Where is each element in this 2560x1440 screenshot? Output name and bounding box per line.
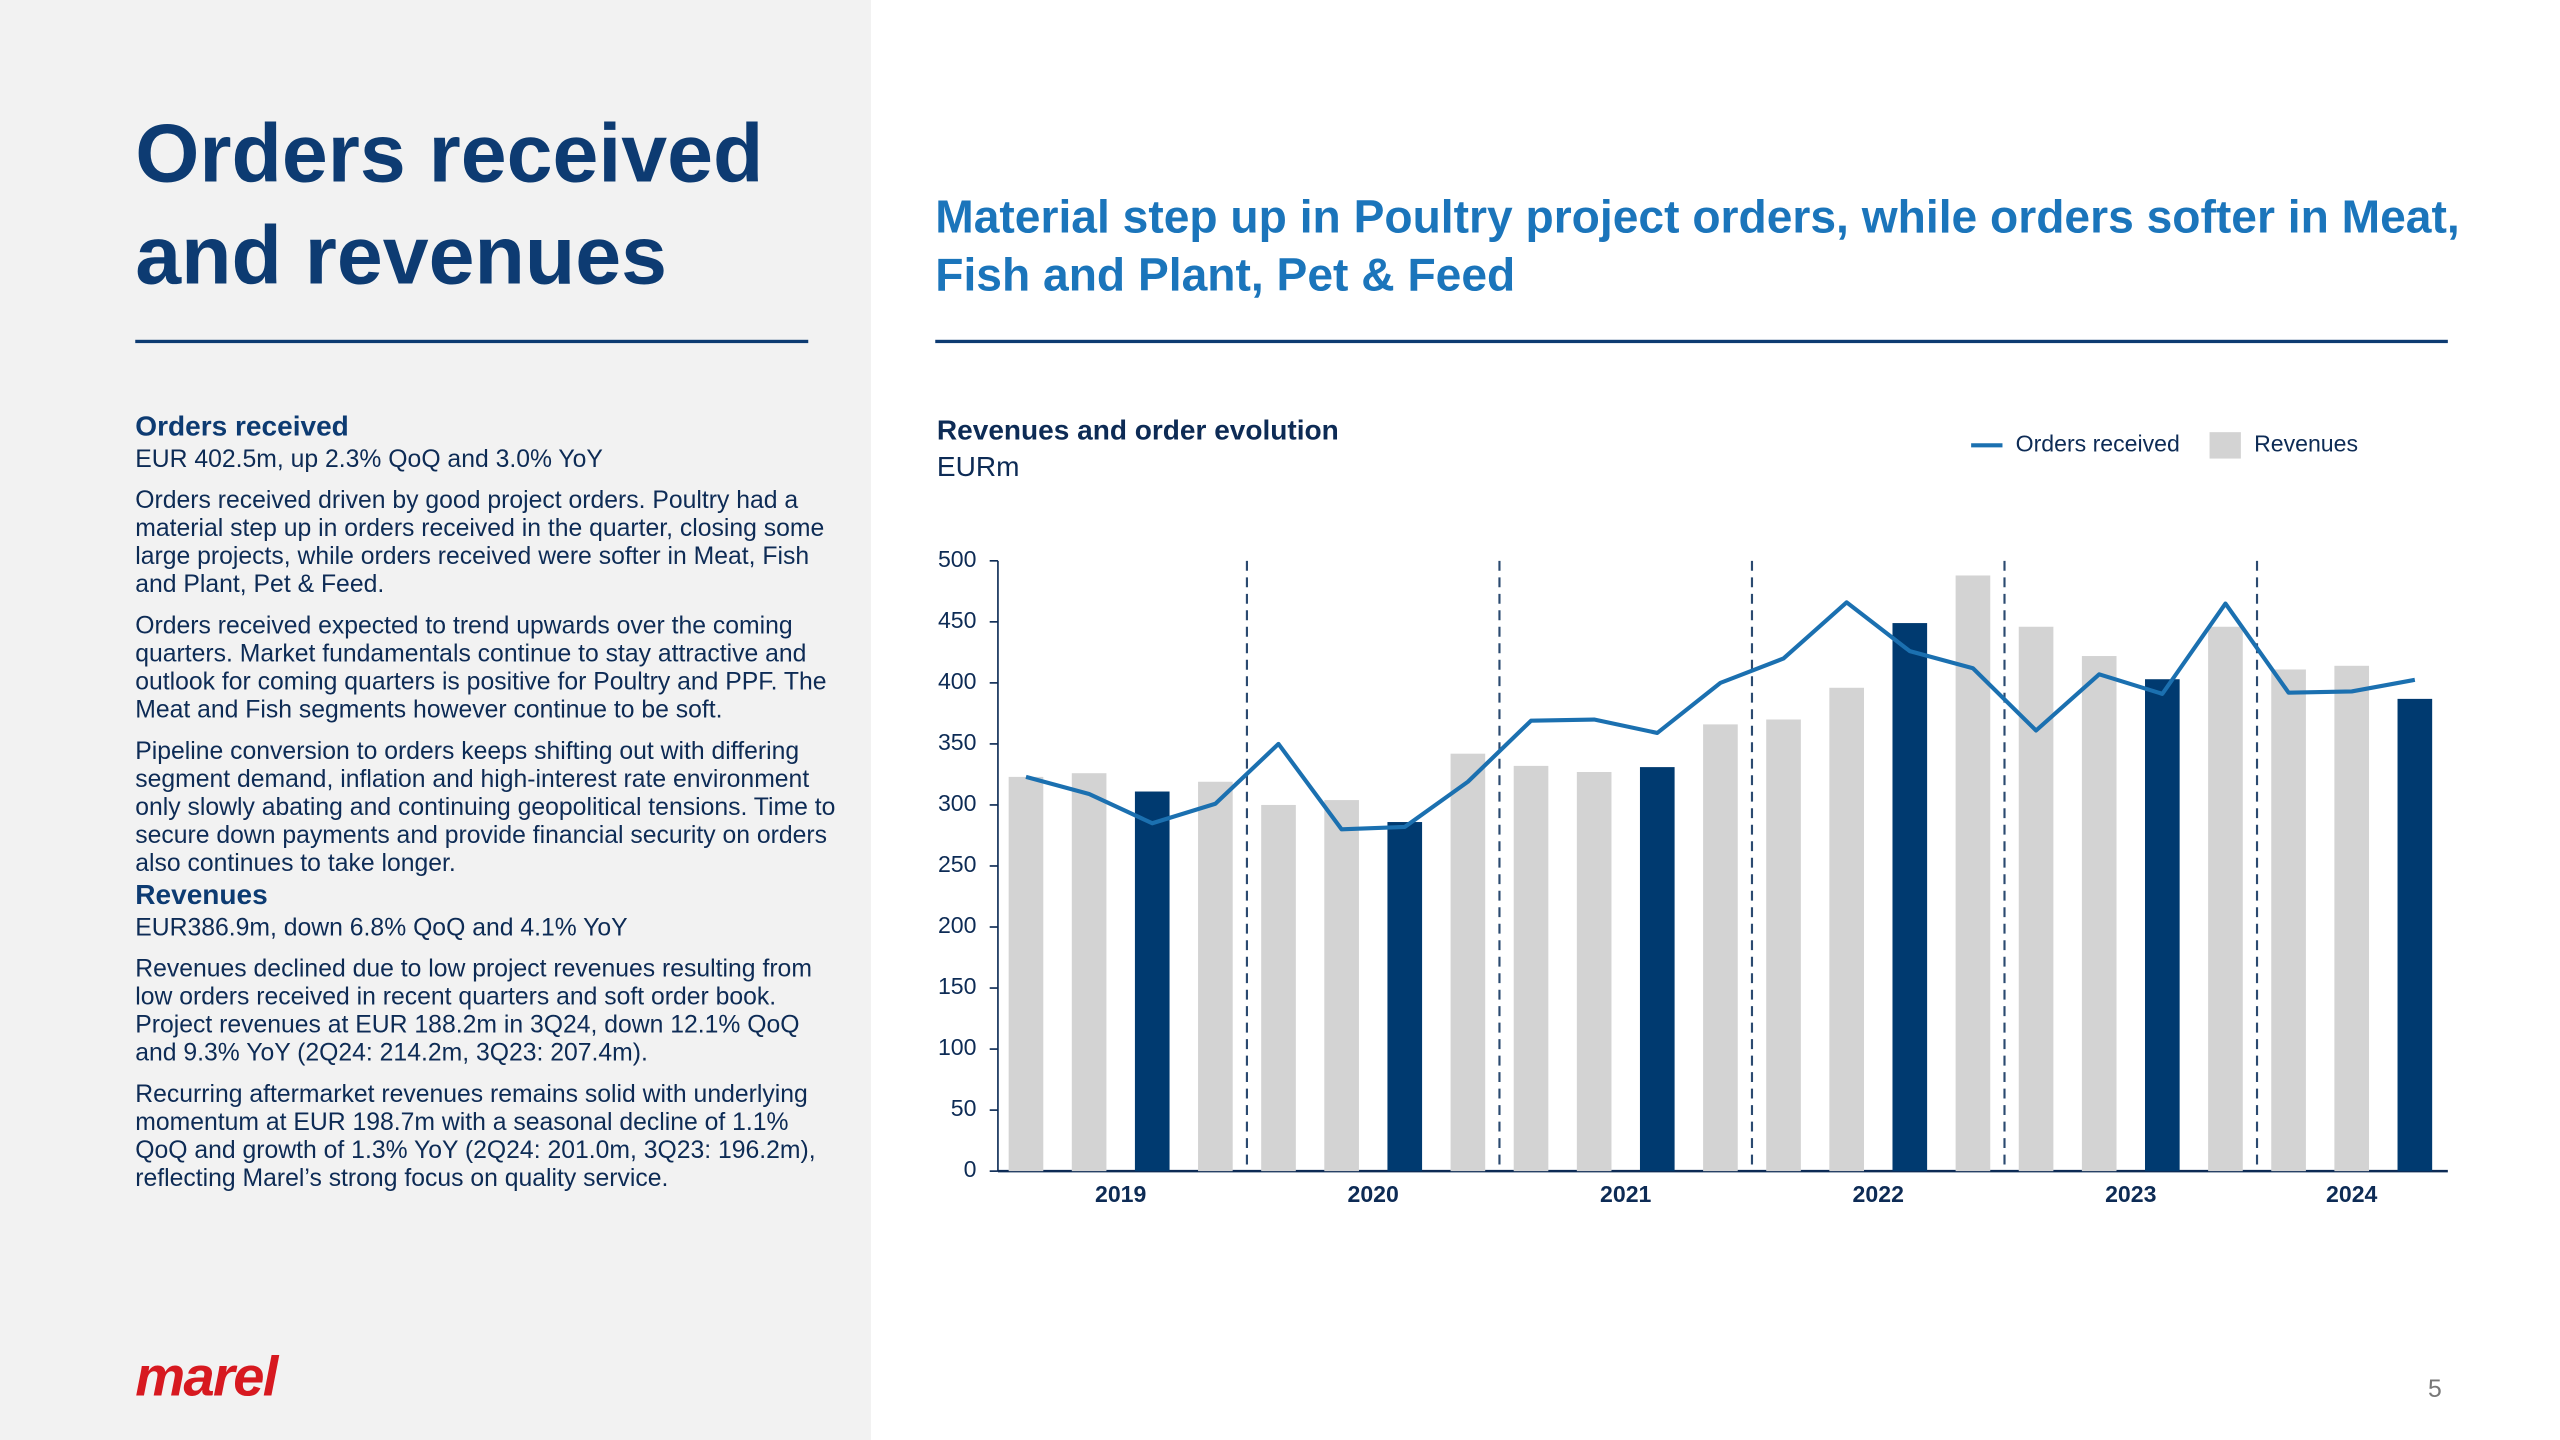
bar (2081, 656, 2117, 1172)
bar (1513, 765, 1549, 1172)
bar (1387, 822, 1423, 1172)
paragraph: Orders received expected to trend upward… (135, 611, 827, 725)
x-group-label: 2019 (1095, 1181, 1146, 1207)
paragraph: Revenues declined due to low project rev… (135, 955, 812, 1068)
y-tick-label: 100 (938, 1034, 977, 1060)
bar (1324, 800, 1359, 1172)
paragraph: EUR386.9m, down 6.8% QoQ and 4.1% YoY (135, 913, 628, 942)
bar (1008, 776, 1044, 1172)
left-panel (0, 0, 871, 1440)
section-heading: Revenues (135, 879, 268, 911)
bar (1198, 781, 1233, 1172)
bar (1639, 767, 1675, 1172)
y-tick-label: 300 (938, 790, 977, 816)
paragraph: Recurring aftermarket revenues remains s… (135, 1080, 816, 1193)
x-group-label: 2021 (1600, 1181, 1652, 1207)
logo: marel (135, 1345, 278, 1409)
headline: Material step up in Poultry project orde… (935, 191, 2460, 301)
bar (2208, 626, 2243, 1172)
headline-rule (935, 339, 2448, 344)
bar (1892, 623, 1928, 1172)
bar (1071, 773, 1107, 1172)
x-group-label: 2023 (2105, 1181, 2156, 1207)
legend-label: Revenues (2254, 430, 2358, 456)
section-heading: Orders received (135, 410, 349, 443)
bar (1134, 791, 1170, 1172)
commentary: Orders received EUR 402.5m, up 2.3% QoQ … (135, 412, 844, 1205)
y-tick-label: 400 (938, 668, 977, 694)
bar (1766, 719, 1801, 1172)
paragraph: Orders received driven by good project o… (135, 486, 825, 599)
slide-title: Orders received and revenues (135, 107, 764, 302)
bar (1955, 575, 1991, 1172)
paragraph: Pipeline conversion to orders keeps shif… (135, 737, 836, 878)
x-group-label: 2020 (1348, 1181, 1399, 1207)
bar (1450, 753, 1486, 1172)
legend-swatch (2209, 432, 2241, 459)
legend-label: Orders received (2016, 430, 2180, 456)
y-tick-label: 250 (938, 851, 977, 877)
line (1025, 600, 2416, 832)
bar (1703, 724, 1738, 1172)
bar (1576, 771, 1612, 1172)
bar (2271, 669, 2306, 1172)
bar (2397, 698, 2433, 1172)
page-number: 5 (2428, 1375, 2442, 1404)
y-tick-label: 200 (938, 912, 977, 938)
y-tick-label: 0 (964, 1156, 977, 1182)
chart-subtitle: EURm (937, 451, 1020, 482)
bar (1261, 804, 1296, 1172)
title-rule (135, 339, 809, 344)
bar (2018, 626, 2054, 1172)
bar (2334, 665, 2370, 1172)
y-tick-label: 350 (938, 729, 977, 755)
paragraph: EUR 402.5m, up 2.3% QoQ and 3.0% YoY (135, 445, 603, 474)
x-group-label: 2022 (1853, 1181, 1904, 1207)
bar (2145, 679, 2180, 1172)
y-tick-label: 50 (951, 1095, 977, 1121)
y-tick-label: 450 (938, 607, 977, 633)
y-tick-label: 150 (938, 973, 977, 999)
x-group-label: 2024 (2326, 1181, 2378, 1207)
chart-title: Revenues and order evolution (937, 415, 1339, 446)
bar (1829, 687, 1864, 1172)
y-tick-label: 500 (938, 546, 977, 572)
